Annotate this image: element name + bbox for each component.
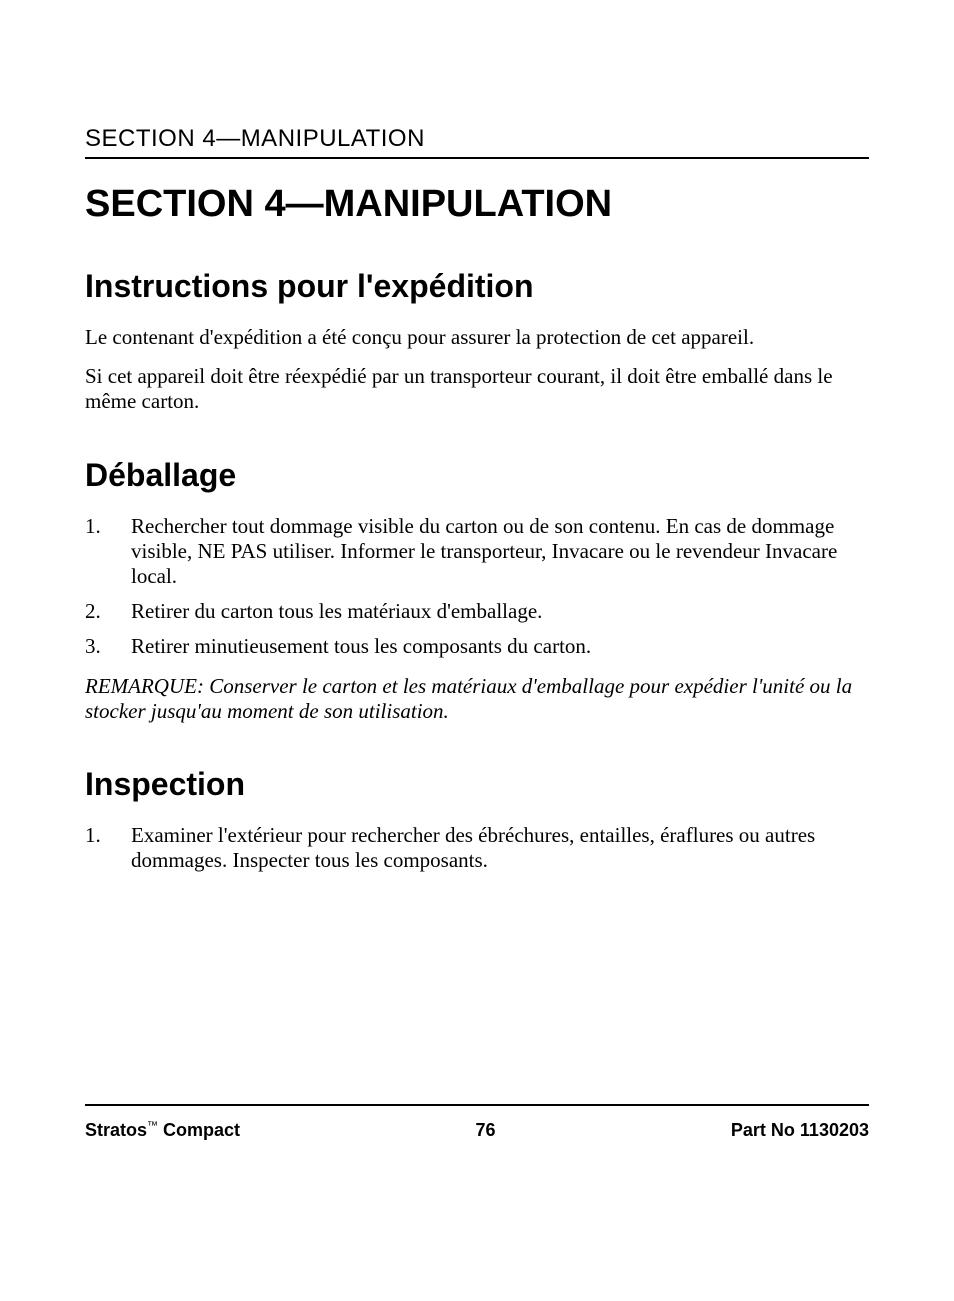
page-footer: Stratos™ Compact 76 Part No 1130203 xyxy=(85,1104,869,1141)
list-item: Rechercher tout dommage visible du carto… xyxy=(85,514,869,590)
footer-product-name: Stratos xyxy=(85,1120,147,1140)
heading-deballage: Déballage xyxy=(85,457,869,494)
footer-product: Stratos™ Compact xyxy=(85,1120,240,1141)
heading-inspection: Inspection xyxy=(85,766,869,803)
inspection-list: Examiner l'extérieur pour rechercher des… xyxy=(85,823,869,873)
page-content: SECTION 4—MANIPULATION SECTION 4—MANIPUL… xyxy=(0,0,954,873)
list-item: Retirer du carton tous les matériaux d'e… xyxy=(85,599,869,624)
footer-part-number: Part No 1130203 xyxy=(731,1120,869,1141)
instructions-para-1: Le contenant d'expédition a été conçu po… xyxy=(85,325,869,350)
footer-page-number: 76 xyxy=(240,1120,731,1141)
heading-instructions: Instructions pour l'expédition xyxy=(85,268,869,305)
trademark-symbol: ™ xyxy=(147,1120,158,1132)
running-header: SECTION 4—MANIPULATION xyxy=(85,125,869,159)
deballage-note: REMARQUE: Conserver le carton et les mat… xyxy=(85,674,869,724)
section-title: SECTION 4—MANIPULATION xyxy=(85,183,869,226)
list-item: Retirer minutieusement tous les composan… xyxy=(85,634,869,659)
footer-product-suffix: Compact xyxy=(158,1120,240,1140)
instructions-para-2: Si cet appareil doit être réexpédié par … xyxy=(85,364,869,414)
deballage-list: Rechercher tout dommage visible du carto… xyxy=(85,514,869,660)
list-item: Examiner l'extérieur pour rechercher des… xyxy=(85,823,869,873)
